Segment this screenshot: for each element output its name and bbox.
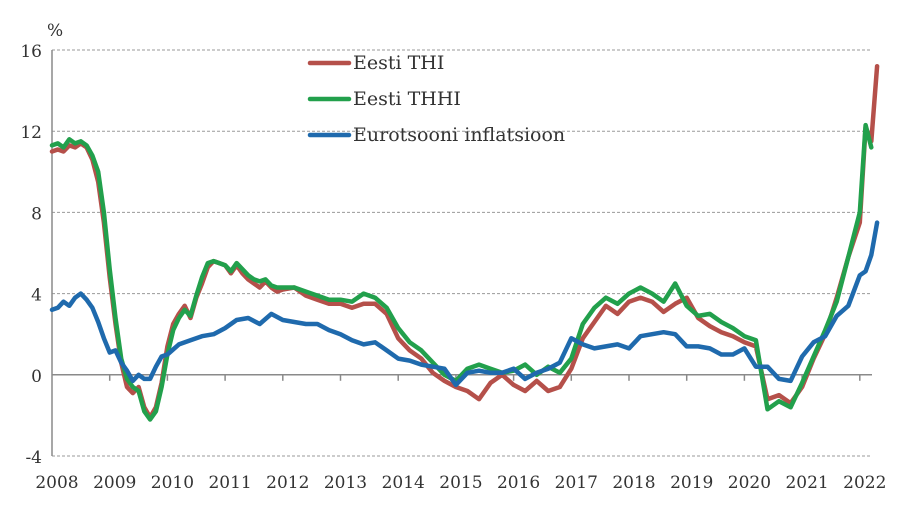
x-tick-label: 2019 xyxy=(670,473,713,493)
x-tick-label: 2015 xyxy=(439,473,482,493)
gridlines xyxy=(52,49,872,457)
legend-label: Eurotsooni inflatsioon xyxy=(353,124,565,146)
y-tick-label: 4 xyxy=(31,286,42,306)
x-tick-label: 2010 xyxy=(151,473,194,493)
x-tick-label: 2022 xyxy=(843,473,886,493)
legend-label: Eesti THHI xyxy=(353,88,461,110)
x-tick-label: 2020 xyxy=(728,473,771,493)
x-tick-marks xyxy=(108,374,861,381)
y-axis-unit-label: % xyxy=(47,21,63,41)
x-tick-label: 2016 xyxy=(497,473,540,493)
x-tick-label: 2017 xyxy=(555,473,598,493)
x-tick-label: 2014 xyxy=(382,473,425,493)
x-tick-label: 2018 xyxy=(612,473,655,493)
legend: Eesti THI Eesti THHI Eurotsooni inflatsioo… xyxy=(307,52,565,146)
x-tick-labels: 2008 2009 2010 2011 2012 2013 2014 2015 2016 2017… xyxy=(35,473,886,493)
x-tick-label: 2012 xyxy=(266,473,309,493)
y-tick-label: 12 xyxy=(20,123,42,143)
y-tick-label: 0 xyxy=(31,367,42,387)
series-line-eesti-thhi xyxy=(49,122,874,422)
x-tick-label: 2021 xyxy=(785,473,828,493)
y-tick-label: 8 xyxy=(31,204,42,224)
y-tick-label: -4 xyxy=(25,448,42,468)
series-lines xyxy=(49,63,880,422)
x-tick-label: 2008 xyxy=(35,473,78,493)
x-tick-label: 2011 xyxy=(208,473,251,493)
y-tick-labels: -4 0 4 8 12 16 xyxy=(20,42,42,468)
y-tick-label: 16 xyxy=(20,42,42,62)
series-line-eurotsooni-inflatsioon xyxy=(49,220,880,388)
legend-label: Eesti THI xyxy=(353,52,444,74)
x-tick-label: 2009 xyxy=(93,473,136,493)
x-tick-label: 2013 xyxy=(324,473,367,493)
